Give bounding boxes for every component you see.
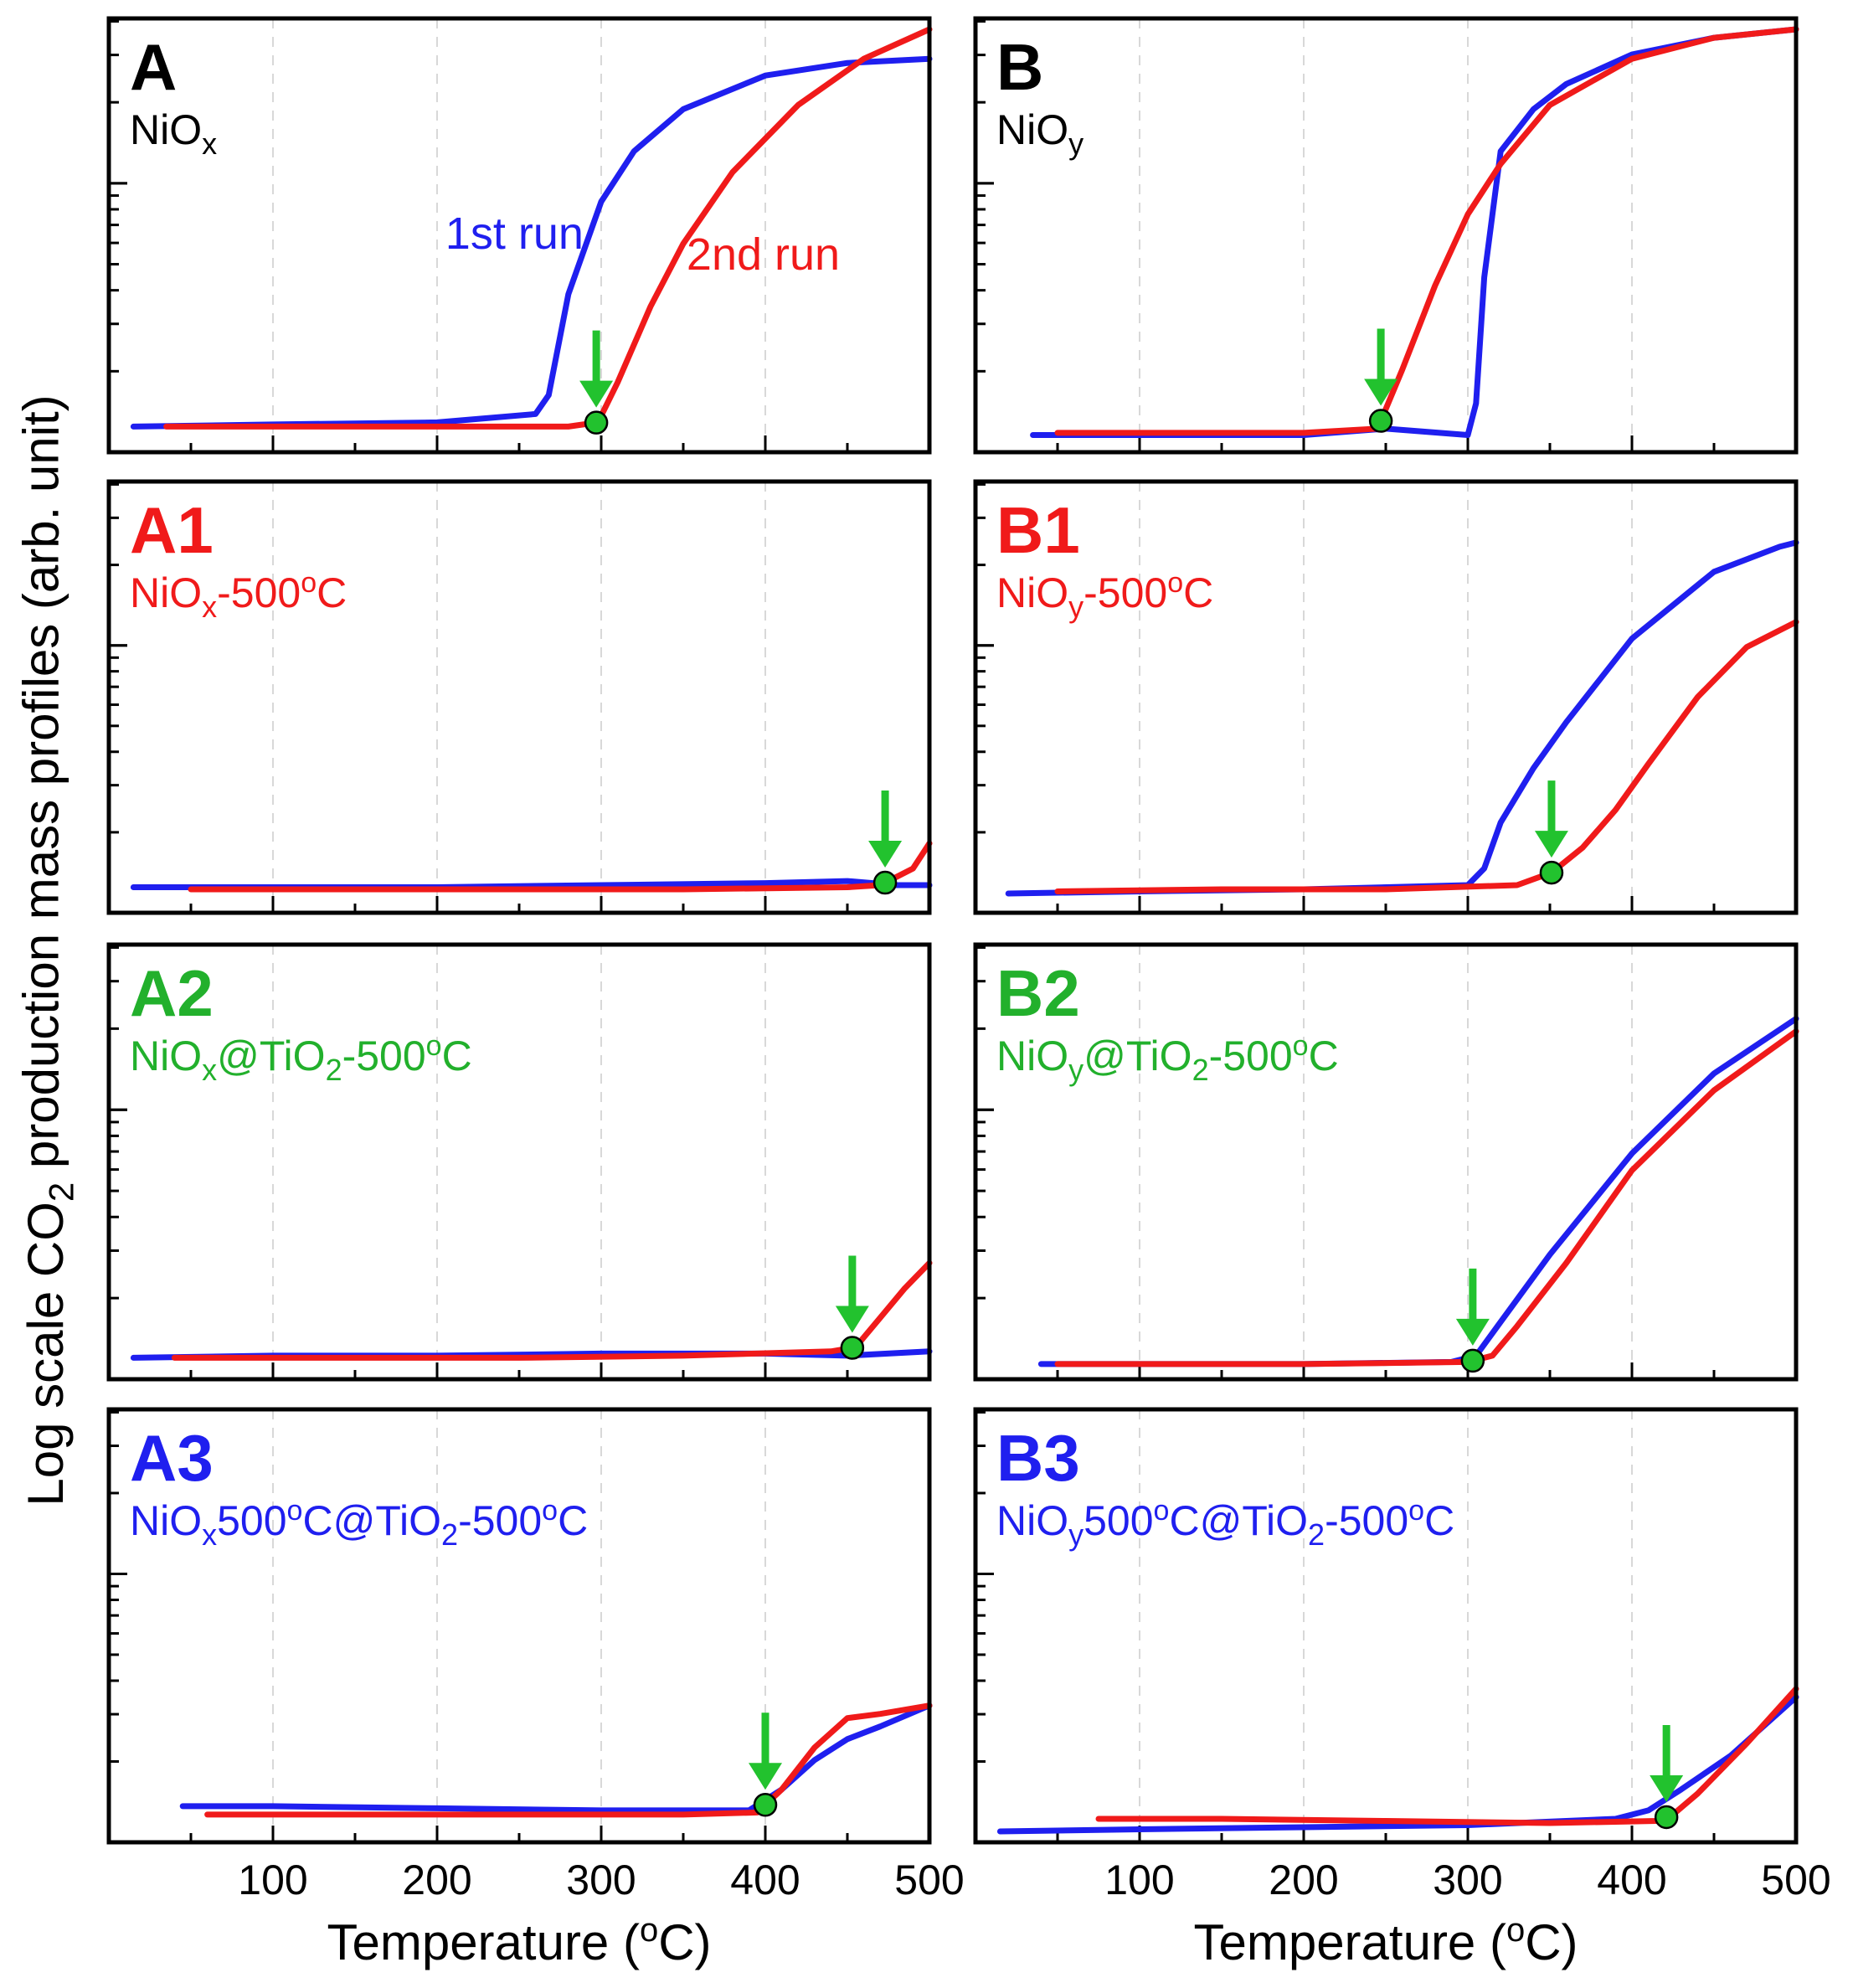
onset-point-marker [1368, 409, 1393, 433]
onset-arrow-icon [868, 791, 903, 868]
onset-arrow-icon [1364, 328, 1398, 406]
panel-sample-label: NiOy500oC@TiO2-500oC [996, 1495, 1454, 1552]
onset-point-marker [753, 1793, 778, 1817]
run2-label: 2nd run [687, 229, 840, 280]
x-tick-label: 100 [1104, 1857, 1174, 1903]
x-tick-label: 300 [1433, 1857, 1502, 1903]
x-tick-label: 100 [238, 1857, 307, 1903]
panel-sample-label: NiOy@TiO2-500oC [996, 1030, 1339, 1087]
panel-frame [106, 16, 932, 455]
x-tick-label: 400 [1597, 1857, 1666, 1903]
panel-letter: B1 [996, 493, 1080, 567]
panel-frame [973, 942, 1799, 1382]
run1-label: 1st run [445, 209, 584, 259]
series-run1-line [179, 1702, 933, 1814]
panel-letter: A [130, 30, 177, 104]
series-run2-line [171, 1259, 933, 1361]
panel-frame [973, 1407, 1799, 1845]
onset-point-marker [872, 870, 898, 895]
y-axis-title: Log scale CO2 production mass profiles (… [13, 394, 81, 1506]
x-tick-label: 200 [402, 1857, 471, 1903]
panel-letter: B3 [996, 1421, 1080, 1495]
panel-letter: A1 [130, 493, 214, 567]
panel-letter: A2 [130, 956, 214, 1030]
x-tick-label: 200 [1269, 1857, 1338, 1903]
series-run2-line [204, 1702, 933, 1818]
onset-point-marker [1539, 860, 1564, 885]
panel-letter: B [996, 30, 1043, 104]
x-axis-title: Temperature (oC) [1193, 1912, 1578, 1970]
panel-sample-label: NiOy [996, 106, 1083, 161]
panel-letter: B2 [996, 956, 1080, 1030]
onset-arrow-icon [1650, 1724, 1684, 1802]
panel-sample-label: NiOx500oC@TiO2-500oC [130, 1495, 588, 1552]
panel-sample-label: NiOx [130, 106, 217, 161]
panel-letter: A3 [130, 1421, 214, 1495]
onset-point-marker [1460, 1348, 1485, 1373]
onset-arrow-icon [1534, 780, 1568, 858]
onset-arrow-icon [1455, 1268, 1490, 1346]
onset-point-marker [840, 1336, 865, 1360]
series-run2-line [1054, 619, 1799, 894]
panel-frame [106, 942, 932, 1382]
x-axis-title: Temperature (oC) [327, 1912, 711, 1970]
x-tick-label: 400 [730, 1857, 800, 1903]
panel-frame [106, 479, 932, 915]
onset-arrow-icon [579, 330, 614, 408]
series-run1-line [130, 55, 933, 430]
series-run2-line [1095, 1686, 1799, 1826]
onset-arrow-icon [835, 1255, 869, 1333]
panel-frame [973, 16, 1799, 455]
onset-point-marker [584, 410, 609, 435]
x-tick-label: 500 [1761, 1857, 1830, 1903]
panel-sample-label: NiOx-500oC [130, 567, 347, 624]
x-tick-label: 300 [566, 1857, 636, 1903]
panel-frame [106, 1407, 932, 1845]
series-run2-line [188, 840, 933, 893]
onset-point-marker [1654, 1805, 1679, 1830]
x-tick-label: 500 [894, 1857, 964, 1903]
series-run1-line [1030, 26, 1799, 438]
series-run2-line [163, 26, 933, 430]
panel-grid: ANiOxBNiOyA1NiOx-500oCB1NiOy-500oCA2NiOx… [106, 16, 1799, 1845]
panel-sample-label: NiOx@TiO2-500oC [130, 1030, 472, 1087]
panel-frame [973, 479, 1799, 915]
series-run2-line [1054, 1028, 1799, 1367]
series-run2-line [1054, 26, 1799, 436]
onset-arrow-icon [749, 1712, 782, 1790]
panel-sample-label: NiOy-500oC [996, 567, 1213, 624]
